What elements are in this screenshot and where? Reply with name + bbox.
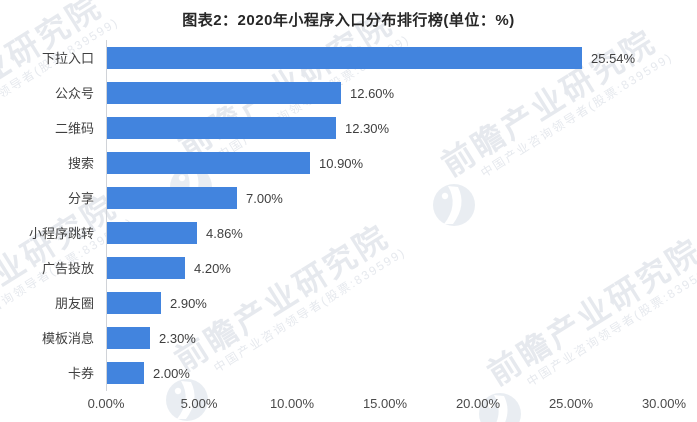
bar <box>107 361 144 384</box>
value-label: 7.00% <box>246 190 283 206</box>
x-tick-label: 30.00% <box>641 396 687 411</box>
bar <box>107 46 582 69</box>
bar-row: 朋友圈 2.90% <box>0 286 697 321</box>
bar-row: 模板消息 2.30% <box>0 321 697 356</box>
category-label: 公众号 <box>54 85 94 101</box>
x-tick-label: 0.00% <box>87 396 125 411</box>
bar-row: 卡券 2.00% <box>0 356 697 391</box>
bar-row: 搜索 10.90% <box>0 146 697 181</box>
bar <box>107 256 185 279</box>
bar <box>107 291 161 314</box>
y-axis-line <box>106 40 107 391</box>
bar <box>107 186 237 209</box>
bar-row: 公众号 12.60% <box>0 76 697 111</box>
bar <box>107 116 336 139</box>
value-label: 4.20% <box>194 260 231 276</box>
value-label: 4.86% <box>206 225 243 241</box>
category-label: 小程序跳转 <box>28 225 94 241</box>
x-tick-label: 10.00% <box>269 396 315 411</box>
category-label: 广告投放 <box>41 260 94 276</box>
x-tick-label: 20.00% <box>455 396 501 411</box>
x-tick-label: 15.00% <box>362 396 408 411</box>
bar-row: 分享 7.00% <box>0 181 697 216</box>
bar-row: 广告投放 4.20% <box>0 251 697 286</box>
value-label: 2.30% <box>159 330 196 346</box>
value-label: 12.60% <box>350 85 395 101</box>
bar-row: 小程序跳转 4.86% <box>0 216 697 251</box>
value-label: 10.90% <box>319 155 364 171</box>
value-label: 12.30% <box>345 120 390 136</box>
value-label: 2.00% <box>153 365 190 381</box>
category-label: 卡券 <box>67 365 94 381</box>
bar <box>107 326 150 349</box>
x-tick-label: 25.00% <box>548 396 594 411</box>
category-label: 二维码 <box>54 120 94 136</box>
value-label: 25.54% <box>591 50 636 66</box>
value-label: 2.90% <box>170 295 207 311</box>
category-label: 搜索 <box>67 155 94 171</box>
bar <box>107 221 197 244</box>
bar <box>107 151 310 174</box>
bar-row: 二维码 12.30% <box>0 111 697 146</box>
bar-row: 下拉入口 25.54% <box>0 41 697 76</box>
x-tick-label: 5.00% <box>180 396 218 411</box>
bar <box>107 81 341 104</box>
category-label: 下拉入口 <box>41 50 94 66</box>
category-label: 朋友圈 <box>54 295 94 311</box>
category-label: 模板消息 <box>41 330 94 346</box>
chart-title: 图表2：2020年小程序入口分布排行榜(单位：%) <box>182 12 515 29</box>
category-label: 分享 <box>67 190 94 206</box>
